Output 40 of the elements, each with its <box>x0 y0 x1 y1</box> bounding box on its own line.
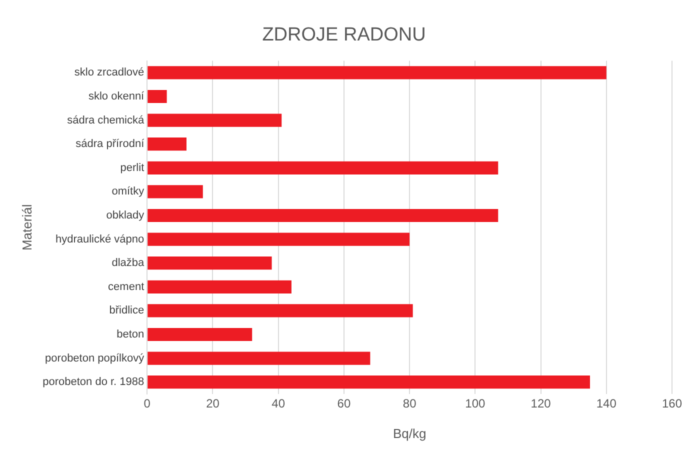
x-axis-title: Bq/kg <box>392 426 426 441</box>
x-tick-label: 140 <box>596 396 617 411</box>
y-tick-label: hydraulické vápno <box>55 233 144 246</box>
x-tick-label: 80 <box>402 396 417 411</box>
bar <box>148 232 410 246</box>
x-tick-label: 40 <box>272 396 286 411</box>
y-tick-label: cement <box>108 280 144 293</box>
y-tick-label: sádra přírodní <box>76 138 146 150</box>
bar <box>148 114 282 127</box>
bar <box>148 280 292 294</box>
y-tick-label: obklady <box>106 210 145 222</box>
y-tick-label: sklo okenní <box>88 90 146 103</box>
x-tick-label: 100 <box>465 396 486 411</box>
bar <box>148 66 606 80</box>
bar <box>148 304 413 318</box>
y-tick-label: omítky <box>112 186 145 198</box>
bar <box>148 328 252 342</box>
y-tick-label: břidlice <box>109 304 144 317</box>
y-axis-title: Materiál <box>19 204 34 251</box>
y-tick-label: porobeton popílkový <box>45 352 145 364</box>
y-tick-label: dlažba <box>112 257 146 270</box>
chart-title: ZDROJE RADONU <box>262 24 426 46</box>
x-tick-label: 20 <box>206 396 220 411</box>
y-tick-label: perlit <box>120 162 144 174</box>
x-tick-label: 160 <box>662 396 682 411</box>
bar <box>148 208 498 222</box>
bar <box>148 376 590 389</box>
bar <box>148 256 272 270</box>
bar <box>148 138 186 151</box>
bar <box>148 352 370 365</box>
y-tick-label: sklo zrcadlové <box>74 66 144 79</box>
x-tick-label: 120 <box>530 396 552 411</box>
bar <box>148 90 167 104</box>
y-tick-label: sádra chemická <box>67 114 145 126</box>
bar <box>148 161 498 174</box>
x-tick-label: 0 <box>144 396 151 411</box>
y-tick-label: beton <box>116 328 144 341</box>
bar <box>148 185 203 198</box>
y-tick-label: porobeton do r. 1988 <box>42 376 144 388</box>
x-tick-label: 60 <box>337 396 351 411</box>
